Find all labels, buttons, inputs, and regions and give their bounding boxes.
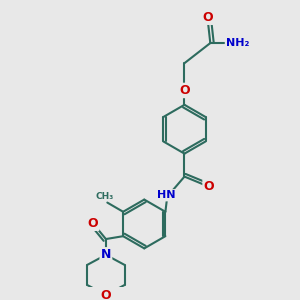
Text: N: N (101, 248, 111, 261)
Text: O: O (204, 180, 214, 193)
Text: O: O (179, 84, 190, 97)
Text: HN: HN (157, 190, 175, 200)
Text: CH₃: CH₃ (95, 192, 114, 201)
Text: NH₂: NH₂ (226, 38, 249, 48)
Text: O: O (100, 289, 111, 300)
Text: O: O (88, 217, 98, 230)
Text: O: O (202, 11, 213, 24)
